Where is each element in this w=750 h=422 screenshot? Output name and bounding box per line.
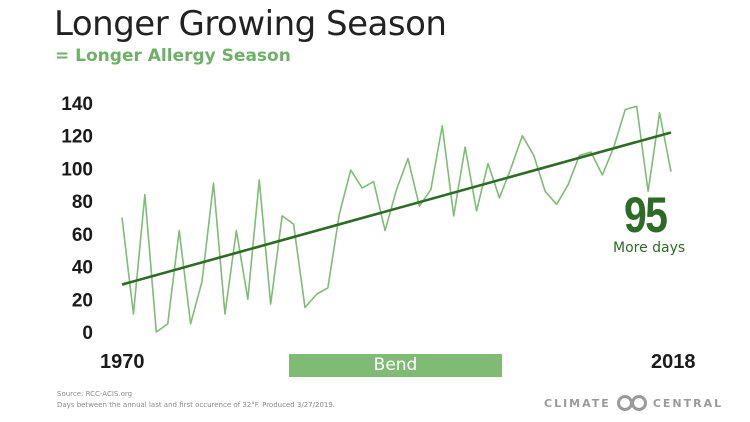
y-tick-label: 100	[61, 159, 93, 180]
callout-label: More days	[613, 240, 686, 256]
brand-text-left: CLIMATE	[544, 396, 611, 410]
brand-logo: CLIMATE CENTRAL	[544, 395, 723, 411]
trend-line	[121, 131, 672, 286]
chart-subtitle: = Longer Allergy Season	[55, 46, 291, 66]
source-text: Source: RCC-ACIS.org	[57, 390, 133, 398]
y-tick-label: 120	[61, 127, 93, 148]
y-tick-label: 0	[82, 323, 93, 344]
source-note: Source: RCC-ACIS.org Days between the an…	[57, 389, 335, 411]
y-tick-label: 20	[72, 290, 93, 311]
callout-value: 95	[624, 187, 668, 243]
y-tick-label: 80	[72, 192, 93, 213]
y-tick-label: 60	[72, 225, 93, 246]
y-tick-label: 140	[61, 94, 93, 115]
brand-text-right: CENTRAL	[652, 396, 724, 410]
infinity-logo-icon	[616, 395, 647, 411]
series-line	[121, 105, 672, 333]
y-axis-ticks: 0 20 40 60 80 100 120 140	[61, 94, 93, 344]
x-axis-start-label: 1970	[100, 351, 145, 373]
method-note: Days between the annual last and first o…	[57, 401, 336, 409]
x-axis-end-label: 2018	[651, 351, 696, 373]
y-tick-label: 40	[72, 258, 93, 279]
bend-band: Bend	[289, 354, 502, 377]
chart-title: Longer Growing Season	[54, 4, 447, 44]
